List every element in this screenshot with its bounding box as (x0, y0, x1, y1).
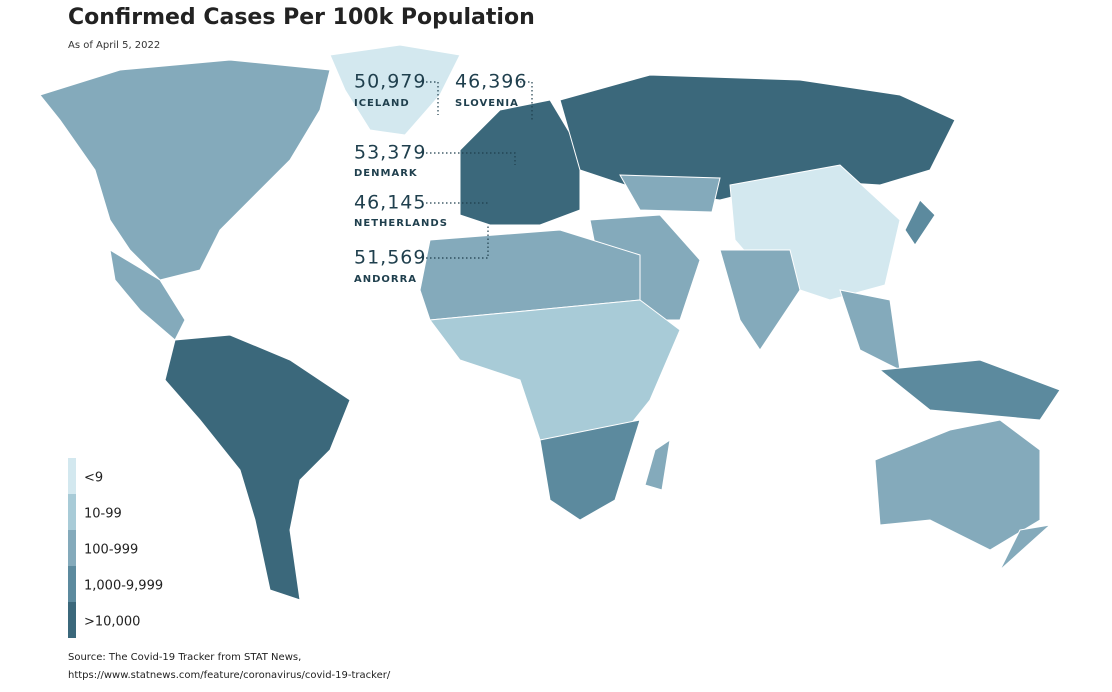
callout-country: DENMARK (354, 168, 418, 179)
region (719, 249, 801, 351)
callout-value: 51,569 (354, 247, 426, 269)
callout-country: SLOVENIA (455, 98, 519, 109)
leader-line (422, 225, 489, 259)
title: Confirmed Cases Per 100k Population (68, 5, 535, 30)
legend-swatch (68, 458, 76, 494)
region (904, 199, 936, 246)
callout-country: NETHERLANDS (354, 218, 448, 229)
source-url: https://www.statnews.com/feature/coronav… (68, 670, 391, 681)
legend: <9 10-99 100-999 1,000-9,999 >10,000 (68, 458, 163, 638)
region (619, 174, 721, 213)
source: Source: The Covid-19 Tracker from STAT N… (68, 652, 301, 663)
subtitle: As of April 5, 2022 (68, 40, 160, 51)
callout-value: 46,396 (455, 71, 527, 93)
legend-label: 1,000-9,999 (84, 579, 163, 594)
leader-line (422, 81, 439, 115)
region (429, 299, 681, 451)
region (39, 59, 331, 281)
world-map (39, 44, 1061, 601)
legend-label: 10-99 (84, 507, 122, 522)
region (539, 419, 641, 521)
legend-label: <9 (84, 471, 103, 486)
region (329, 44, 461, 136)
region (164, 334, 351, 601)
leader-line (422, 152, 516, 165)
legend-label: 100-999 (84, 543, 138, 558)
legend-label: >10,000 (84, 615, 140, 630)
callout-value: 46,145 (354, 192, 426, 214)
legend-swatch (68, 602, 76, 638)
region (839, 289, 901, 371)
callout-country: ANDORRA (354, 274, 417, 285)
region (999, 524, 1052, 571)
legend-swatch (68, 530, 76, 566)
region (878, 359, 1061, 421)
callout-country: ICELAND (354, 98, 410, 109)
callout-value: 53,379 (354, 142, 426, 164)
leader-line (520, 81, 533, 120)
region (644, 438, 671, 491)
legend-swatch (68, 566, 76, 602)
callout-value: 50,979 (354, 71, 426, 93)
region (874, 419, 1041, 551)
legend-swatch (68, 494, 76, 530)
region (459, 99, 581, 226)
